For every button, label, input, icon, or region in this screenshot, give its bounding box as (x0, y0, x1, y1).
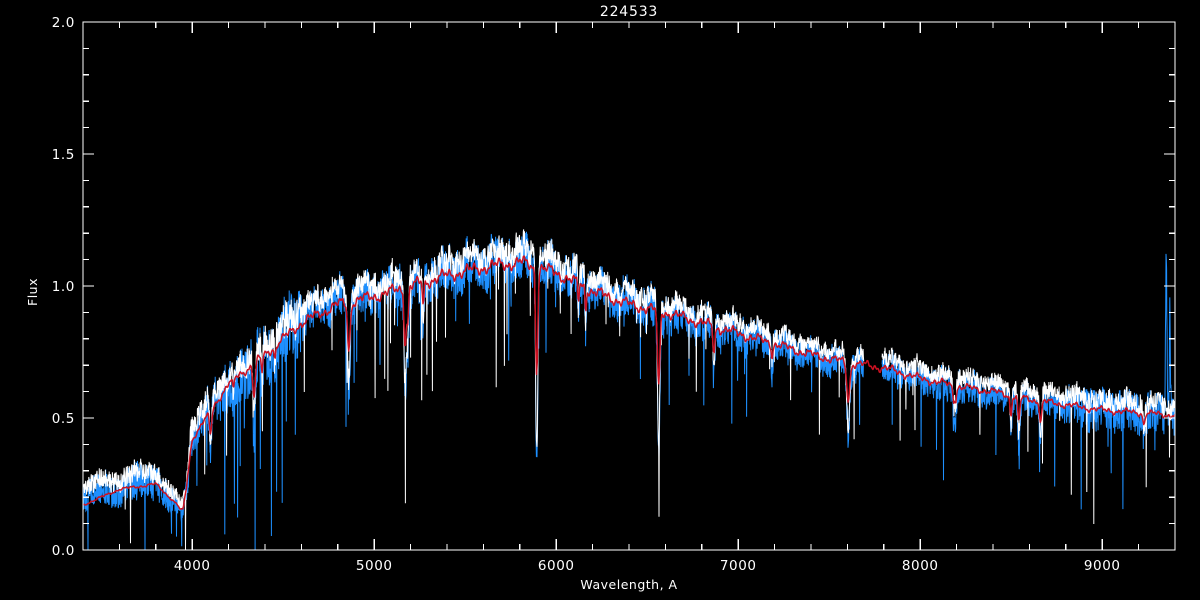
y-tick-label: 0.5 (52, 411, 75, 427)
x-axis-ticks (82, 22, 1176, 550)
x-tick-label: 8000 (902, 558, 939, 574)
y-axis-tick-labels: 0.0 0.5 1.0 1.5 2.0 (52, 15, 75, 559)
x-tick-label: 4000 (174, 558, 211, 574)
y-tick-label: 2.0 (52, 15, 75, 31)
y-tick-label: 1.0 (52, 279, 75, 295)
x-tick-label: 7000 (720, 558, 757, 574)
page-title: 224533 (600, 4, 658, 20)
data-series-layer (82, 229, 1176, 551)
x-tick-label: 6000 (538, 558, 575, 574)
y-tick-label: 0.0 (52, 543, 75, 559)
x-tick-label: 5000 (356, 558, 393, 574)
y-tick-label: 1.5 (52, 147, 75, 163)
y-axis-ticks (83, 21, 1175, 551)
y-axis-label: Flux (25, 278, 40, 306)
axes-layer: 4000 5000 6000 7000 8000 9000 0.0 0.5 1.0 1.5 2.0 (52, 15, 1176, 574)
x-axis-label: Wavelength, A (580, 577, 677, 592)
x-tick-label: 9000 (1084, 558, 1121, 574)
series-model-fit-red (82, 255, 1176, 510)
x-axis-tick-labels: 4000 5000 6000 7000 8000 9000 (174, 558, 1121, 574)
series-observed-white (82, 229, 1176, 551)
